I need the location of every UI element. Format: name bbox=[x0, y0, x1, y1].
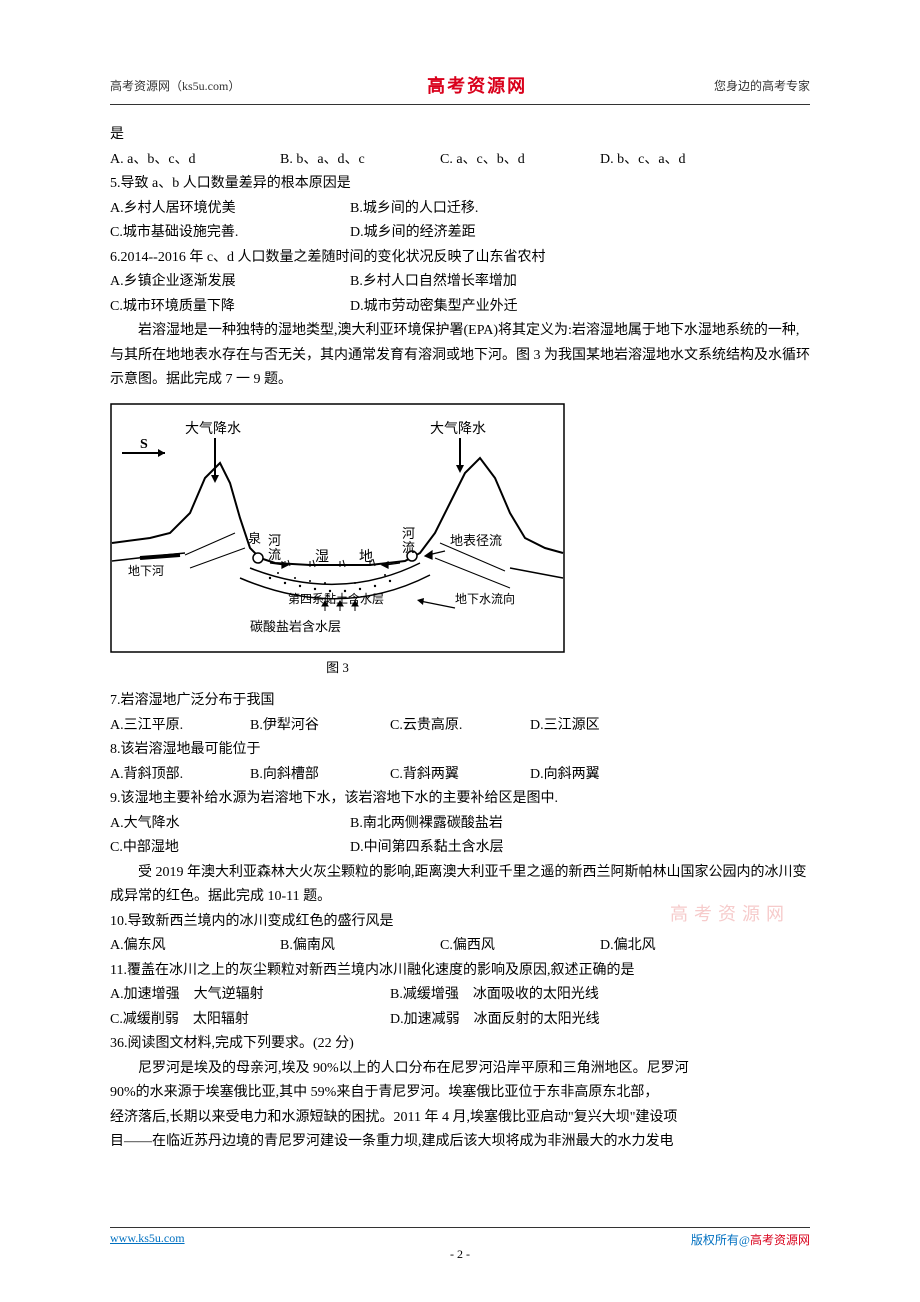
q10-choices: A.偏东风 B.偏南风 C.偏西风 D.偏北风 bbox=[110, 934, 810, 959]
q10-choice-d: D.偏北风 bbox=[600, 934, 760, 959]
q5-choice-d: D.城乡间的经济差距 bbox=[350, 221, 476, 246]
fig-label-underground-left: 地下河 bbox=[128, 564, 164, 578]
q11-choice-d: D.加速减弱 冰面反射的太阳光线 bbox=[390, 1008, 600, 1033]
q7-choice-c: C.云贵高原. bbox=[390, 714, 530, 739]
q6-choice-d: D.城市劳动密集型产业外迁 bbox=[350, 295, 518, 320]
q4-shi: 是 bbox=[110, 123, 810, 148]
footer-copyright: 版权所有@高考资源网 bbox=[691, 1231, 810, 1248]
q7-choice-b: B.伊犁河谷 bbox=[250, 714, 390, 739]
passage3-l3: 经济落后,长期以来受电力和水源短缺的困扰。2011 年 4 月,埃塞俄比亚启动"… bbox=[110, 1106, 810, 1131]
q9-choice-a: A.大气降水 bbox=[110, 812, 350, 837]
q5-choice-a: A.乡村人居环境优美 bbox=[110, 197, 350, 222]
q7-choice-a: A.三江平原. bbox=[110, 714, 250, 739]
fig-label-carbonate: 碳酸盐岩含水层 bbox=[250, 619, 341, 634]
fig-label-rain-right: 大气降水 bbox=[430, 421, 486, 437]
fig-label-river1: 河流 bbox=[268, 533, 281, 562]
q4-choice-b: B. b、a、d、c bbox=[280, 148, 440, 173]
fig-label-surface-flow: 地表径流 bbox=[450, 533, 502, 548]
q4-choice-c: C. a、c、b、d bbox=[440, 148, 600, 173]
q4-choice-a: A. a、b、c、d bbox=[110, 148, 280, 173]
q6-choice-c: C.城市环境质量下降 bbox=[110, 295, 350, 320]
watermark: 高考资源网 bbox=[670, 900, 790, 926]
q10-choice-c: C.偏西风 bbox=[440, 934, 600, 959]
figure3-diagram: S 大气降水 大气降水 bbox=[110, 403, 565, 653]
q6-row2: C.城市环境质量下降 D.城市劳动密集型产业外迁 bbox=[110, 295, 810, 320]
q10-choice-b: B.偏南风 bbox=[280, 934, 440, 959]
q11-stem: 11.覆盖在冰川之上的灰尘颗粒对新西兰境内冰川融化速度的影响及原因,叙述正确的是 bbox=[110, 959, 810, 984]
q9-stem: 9.该湿地主要补给水源为岩溶地下水，该岩溶地下水的主要补给区是图中. bbox=[110, 787, 810, 812]
passage3-l2: 90%的水来源于埃塞俄比亚,其中 59%来自于青尼罗河。埃塞俄比亚位于东非高原东… bbox=[110, 1081, 810, 1106]
q8-choice-d: D.向斜两翼 bbox=[530, 763, 670, 788]
q10-choice-a: A.偏东风 bbox=[110, 934, 280, 959]
figure3-caption: 图 3 bbox=[110, 657, 565, 680]
q11-row2: C.减缓削弱 太阳辐射 D.加速减弱 冰面反射的太阳光线 bbox=[110, 1008, 810, 1033]
q5-row1: A.乡村人居环境优美 B.城乡间的人口迁移. bbox=[110, 197, 810, 222]
page-header: 高考资源网（ks5u.com） 高考资源网 您身边的高考专家 bbox=[110, 72, 810, 105]
q11-choice-a: A.加速增强 大气逆辐射 bbox=[110, 983, 390, 1008]
q9-choice-d: D.中间第四系黏土含水层 bbox=[350, 836, 504, 861]
figure3-container: S 大气降水 大气降水 bbox=[110, 403, 810, 680]
q7-stem: 7.岩溶湿地广泛分布于我国 bbox=[110, 689, 810, 714]
fig-label-spring: 泉 bbox=[248, 531, 261, 546]
footer-url[interactable]: www.ks5u.com bbox=[110, 1231, 185, 1248]
passage3-l4: 目——在临近苏丹边境的青尼罗河建设一条重力坝,建成后该大坝将成为非洲最大的水力发… bbox=[110, 1130, 810, 1155]
fig-label-river2: 河流 bbox=[402, 526, 415, 555]
q5-choice-c: C.城市基础设施完善. bbox=[110, 221, 350, 246]
q4-choice-d: D. b、c、a、d bbox=[600, 148, 760, 173]
fig-label-rain-left: 大气降水 bbox=[185, 421, 241, 437]
q5-row2: C.城市基础设施完善. D.城乡间的经济差距 bbox=[110, 221, 810, 246]
q11-choice-c: C.减缓削弱 太阳辐射 bbox=[110, 1008, 390, 1033]
header-center-title: 高考资源网 bbox=[427, 72, 527, 98]
q6-row1: A.乡镇企业逐渐发展 B.乡村人口自然增长率增加 bbox=[110, 270, 810, 295]
footer-right-prefix: 版权所有@ bbox=[691, 1233, 750, 1247]
q11-choice-b: B.减缓增强 冰面吸收的太阳光线 bbox=[390, 983, 599, 1008]
q36-stem: 36.阅读图文材料,完成下列要求。(22 分) bbox=[110, 1032, 810, 1057]
q6-choice-b: B.乡村人口自然增长率增加 bbox=[350, 270, 517, 295]
q9-choice-c: C.中部湿地 bbox=[110, 836, 350, 861]
q8-choices: A.背斜顶部. B.向斜槽部 C.背斜两翼 D.向斜两翼 bbox=[110, 763, 810, 788]
q5-choice-b: B.城乡间的人口迁移. bbox=[350, 197, 478, 222]
header-right: 您身边的高考专家 bbox=[714, 77, 810, 94]
q8-choice-b: B.向斜槽部 bbox=[250, 763, 390, 788]
footer-page-number: - 2 - bbox=[110, 1247, 810, 1262]
fig-label-s: S bbox=[140, 437, 148, 452]
passage3-l1: 尼罗河是埃及的母亲河,埃及 90%以上的人口分布在尼罗河沿岸平原和三角洲地区。尼… bbox=[110, 1057, 810, 1082]
content-body: 是 A. a、b、c、d B. b、a、d、c C. a、c、b、d D. b、… bbox=[110, 123, 810, 1155]
q8-choice-a: A.背斜顶部. bbox=[110, 763, 250, 788]
header-left: 高考资源网（ks5u.com） bbox=[110, 77, 240, 94]
q9-choice-b: B.南北两侧裸露碳酸盐岩 bbox=[350, 812, 503, 837]
q8-stem: 8.该岩溶湿地最可能位于 bbox=[110, 738, 810, 763]
fig-label-underground-flow: 地下水流向 bbox=[455, 591, 515, 606]
q7-choices: A.三江平原. B.伊犁河谷 C.云贵高原. D.三江源区 bbox=[110, 714, 810, 739]
fig-label-clay: 第四系黏土含水层 bbox=[288, 591, 384, 606]
q6-choice-a: A.乡镇企业逐渐发展 bbox=[110, 270, 350, 295]
q9-row1: A.大气降水 B.南北两侧裸露碳酸盐岩 bbox=[110, 812, 810, 837]
passage1: 岩溶湿地是一种独特的湿地类型,澳大利亚环境保护署(EPA)将其定义为:岩溶湿地属… bbox=[110, 319, 810, 393]
q5-stem: 5.导致 a、b 人口数量差异的根本原因是 bbox=[110, 172, 810, 197]
q11-row1: A.加速增强 大气逆辐射 B.减缓增强 冰面吸收的太阳光线 bbox=[110, 983, 810, 1008]
fig-label-wetland: 湿 地 bbox=[315, 549, 381, 565]
q6-stem: 6.2014--2016 年 c、d 人口数量之差随时间的变化状况反映了山东省农… bbox=[110, 246, 810, 271]
page-footer: www.ks5u.com 版权所有@高考资源网 - 2 - bbox=[110, 1227, 810, 1262]
q8-choice-c: C.背斜两翼 bbox=[390, 763, 530, 788]
q7-choice-d: D.三江源区 bbox=[530, 714, 670, 739]
q9-row2: C.中部湿地 D.中间第四系黏土含水层 bbox=[110, 836, 810, 861]
footer-right-highlight: 高考资源网 bbox=[750, 1233, 810, 1247]
q4-choices: A. a、b、c、d B. b、a、d、c C. a、c、b、d D. b、c、… bbox=[110, 148, 810, 173]
